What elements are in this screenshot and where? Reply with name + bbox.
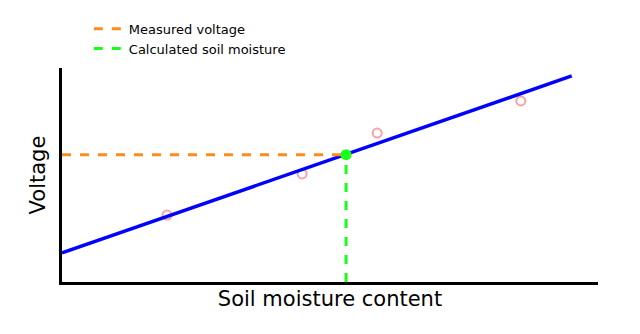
svg-text:Calculated soil moisture: Calculated soil moisture bbox=[129, 42, 286, 57]
svg-text:Soil moisture content: Soil moisture content bbox=[218, 287, 442, 311]
svg-text:Voltage: Voltage bbox=[26, 136, 50, 215]
svg-text:Measured voltage: Measured voltage bbox=[129, 22, 245, 37]
